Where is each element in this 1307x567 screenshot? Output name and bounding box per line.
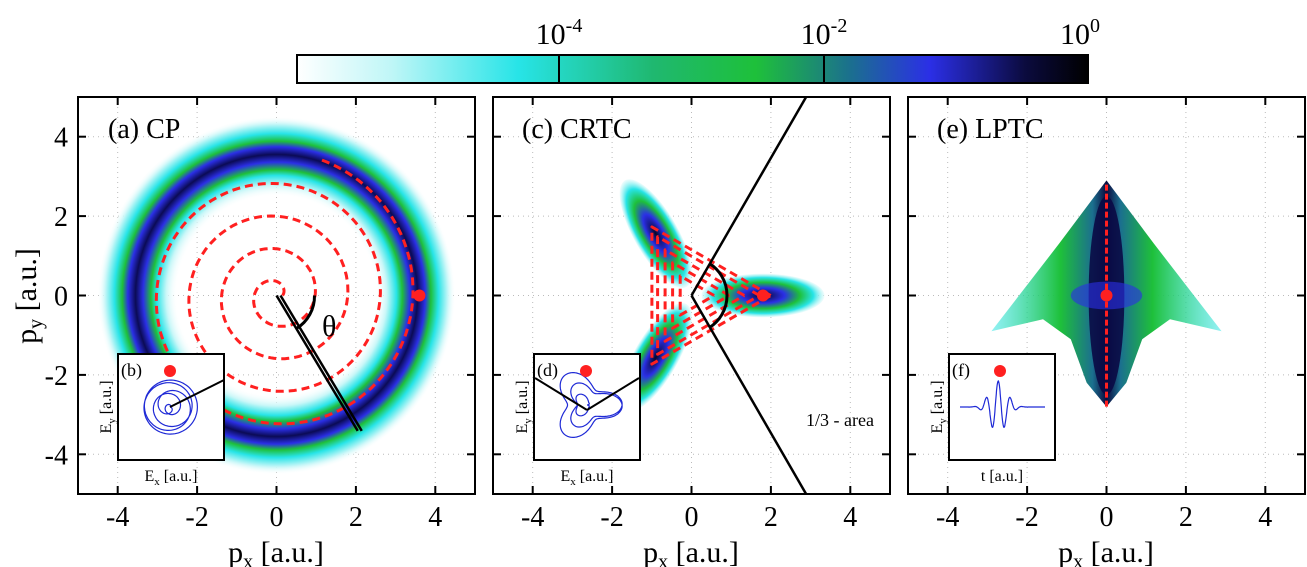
inset-red-dot	[164, 365, 176, 377]
y-tick-label: 4	[54, 123, 68, 154]
lobe	[619, 179, 692, 289]
inset-d: (d) Ex [a.u.] Ey [a.u.]	[514, 353, 641, 488]
inset-b: (b) Ex [a.u.] Ey [a.u.]	[98, 353, 225, 488]
inset-sector-line	[586, 377, 640, 411]
inset-label: (b)	[121, 360, 142, 381]
y-tick-label: 2	[54, 202, 68, 233]
inset-x-label: Ex [a.u.]	[560, 468, 613, 488]
x-tick-label: -2	[1015, 502, 1038, 533]
panel-label: (a) CP	[108, 114, 180, 145]
inset-red-dot	[580, 365, 592, 377]
inset-field-trace	[960, 380, 1045, 429]
spiral-trajectory	[154, 158, 415, 426]
x-tick-label: 2	[1179, 502, 1193, 533]
y-axis-label: py [a.u.]	[10, 248, 47, 344]
inset-x-label: t [a.u.]	[981, 468, 1023, 485]
theta-line	[279, 294, 363, 432]
inset-y-label: Ey [a.u.]	[98, 380, 118, 433]
inset-field-trace	[143, 379, 225, 435]
theta-line	[275, 294, 359, 432]
sector-line	[690, 294, 808, 494]
colorbar-tick-label: 10-2	[801, 15, 848, 51]
sector-arc	[708, 262, 729, 329]
x-tick-label: -2	[600, 502, 623, 533]
x-tick-label: 2	[349, 502, 363, 533]
panel-crtc: -4 -2 0 2 4 (c) CRTC 1/3 - area px [a.u.] (d…	[492, 96, 891, 567]
red-dot	[756, 289, 769, 302]
theta-arc	[295, 295, 317, 330]
x-axis-label: px [a.u.]	[1058, 536, 1154, 567]
colorbar-tick-label: 10-4	[536, 15, 583, 51]
colorbar: 10-4 10-2 100	[296, 15, 1100, 84]
red-dot	[1100, 289, 1113, 302]
colorbar-gradient	[296, 54, 1089, 84]
panel-lptc: -4 -2 0 2 4 (e) LPTC px [a.u.] (f) t [a.u.] …	[907, 96, 1306, 567]
x-tick-label: 0	[685, 502, 699, 533]
axis-ticks: -4 -2 0 2 4 -4 -2 0 2 4	[45, 97, 475, 533]
y-tick-label: -4	[45, 440, 68, 471]
panel-label: (e) LPTC	[937, 114, 1044, 145]
field-trace-circular	[143, 379, 199, 435]
x-tick-label: -4	[936, 502, 959, 533]
axis-ticks: -4 -2 0 2 4	[493, 97, 890, 533]
area-label: 1/3 - area	[806, 410, 874, 430]
x-tick-label: -2	[185, 502, 208, 533]
y-tick-label: -2	[45, 361, 68, 392]
x-axis-label: px [a.u.]	[228, 536, 324, 567]
inset-field-trace	[534, 372, 640, 438]
inset-f: (f) t [a.u.] Ey [a.u.]	[929, 353, 1056, 485]
x-tick-label: 0	[1100, 502, 1114, 533]
axis-ticks: -4 -2 0 2 4	[908, 97, 1305, 533]
field-trace-linear	[960, 380, 1045, 429]
angle-marker	[275, 294, 363, 432]
theta-label: θ	[322, 310, 336, 343]
x-tick-label: 0	[270, 502, 284, 533]
red-dashed-trajectories	[154, 158, 415, 426]
inset-y-label: Ey [a.u.]	[514, 380, 534, 433]
y-tick-label: 0	[54, 282, 68, 313]
inset-theta-line	[169, 379, 225, 408]
x-tick-label: 4	[428, 502, 442, 533]
panel-label: (c) CRTC	[522, 114, 632, 145]
inset-red-dot	[994, 365, 1006, 377]
x-tick-label: 4	[843, 502, 857, 533]
red-dot	[413, 289, 426, 302]
x-tick-label: -4	[521, 502, 544, 533]
colorbar-tick-label: 100	[1060, 15, 1100, 51]
x-tick-label: 4	[1258, 502, 1272, 533]
inset-label: (d)	[537, 360, 558, 381]
inset-label: (f)	[952, 360, 970, 381]
sector-line	[690, 97, 808, 297]
sector-lines	[690, 97, 808, 494]
x-tick-label: 2	[764, 502, 778, 533]
panel-cp: θ -4 -2 0 2 4 -4 -2 0 2 4 (a) CP px [a.u.] py [a.…	[10, 96, 476, 567]
inset-sector-line	[534, 377, 588, 411]
inset-x-label: Ex [a.u.]	[144, 468, 197, 488]
x-tick-label: -4	[106, 502, 129, 533]
x-axis-label: px [a.u.]	[643, 536, 739, 567]
inset-y-label: Ey [a.u.]	[929, 380, 949, 433]
